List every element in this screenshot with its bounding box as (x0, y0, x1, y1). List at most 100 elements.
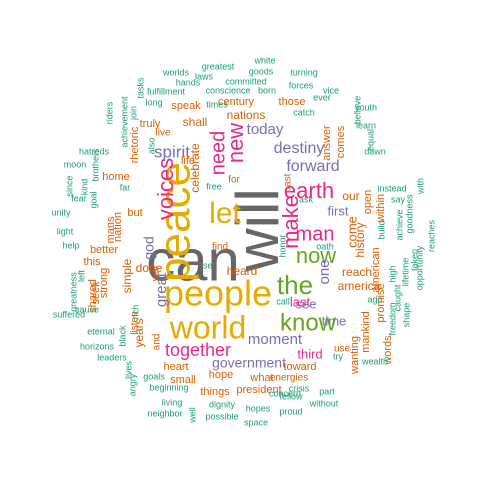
word-voices: voices (153, 158, 178, 220)
word-words: words (382, 335, 394, 366)
word-live: live (155, 128, 170, 139)
word-white: white (253, 55, 275, 65)
word-light: light (57, 226, 74, 236)
word-rhetoric: rhetoric (129, 126, 141, 163)
word-years: years (132, 318, 146, 347)
word-cause: cause (75, 304, 99, 314)
word-man: man (296, 223, 335, 245)
word-angry: angry (127, 373, 137, 396)
word-moment: moment (248, 331, 303, 348)
word-beginning: beginning (149, 382, 188, 392)
word-goal: goal (88, 191, 98, 208)
word-opportunity: opportunity (414, 245, 424, 290)
word-unity: unity (51, 207, 71, 217)
word-crisis: crisis (289, 383, 310, 393)
word-committed: committed (225, 76, 267, 86)
word-mankind: mankind (360, 311, 372, 353)
word-can: can (146, 228, 240, 293)
word-possible: possible (205, 411, 238, 421)
word-concern: concern (269, 388, 301, 398)
word-for: for (228, 175, 240, 186)
word-spirit: spirit (154, 142, 190, 161)
word-conscience: conscience (205, 85, 250, 95)
word-youth: youth (355, 102, 377, 112)
word-one: one (316, 259, 333, 284)
word-born: born (258, 85, 276, 95)
word-catch: catch (293, 107, 315, 117)
word-our: our (342, 189, 359, 203)
word-hope: hope (209, 369, 233, 381)
word-see: see (296, 296, 317, 311)
word-tasks: tasks (135, 77, 145, 99)
word-new: new (223, 123, 248, 163)
word-people: people (164, 273, 272, 314)
word-moon: moon (64, 159, 87, 169)
word-fellow: fellow (279, 391, 303, 401)
word-also: also (146, 138, 156, 155)
word-let: let (209, 197, 241, 230)
word-times: times (206, 99, 228, 109)
word-lives: lives (123, 361, 133, 380)
word-what: what (249, 372, 273, 384)
word-wanting: wanting (349, 336, 361, 375)
word-learn: learn (356, 120, 376, 130)
word-hopes: hopes (246, 403, 271, 413)
word-achieve: achieve (394, 209, 404, 240)
word-lifetime: lifetime (400, 258, 410, 287)
word-dawn: dawn (364, 146, 386, 156)
word-need: need (207, 131, 229, 176)
word-ask: ask (299, 194, 314, 204)
word-comes: comes (335, 125, 347, 158)
word-listen: listen (130, 311, 141, 334)
word-achievement: achievement (119, 96, 129, 148)
word-use: use (334, 344, 351, 355)
word-past: past (283, 173, 294, 192)
word-long: long (145, 97, 162, 107)
word-third: third (297, 346, 322, 361)
word-turning: turning (290, 67, 318, 77)
word-mans: mans (105, 216, 117, 243)
word-strong: strong (98, 268, 110, 299)
word-better: better (90, 244, 118, 256)
word-equal: equal (365, 129, 375, 151)
word-promise: promise (375, 283, 387, 322)
word-say: say (391, 194, 406, 204)
word-know: know (280, 309, 337, 336)
word-government: government (212, 355, 286, 371)
word-oath: oath (316, 241, 334, 251)
word-president: president (236, 384, 281, 396)
word-without: without (309, 398, 339, 408)
word-greatest: greatest (202, 61, 235, 71)
word-energies: energies (270, 373, 308, 384)
word-build: build (376, 220, 386, 239)
word-god: god (141, 236, 157, 259)
word-dignity: dignity (209, 399, 236, 409)
word-fear: fear (71, 193, 87, 203)
word-reaches: reaches (426, 219, 436, 252)
word-history: history (353, 222, 367, 257)
word-truly: truly (140, 118, 161, 130)
word-great: great (153, 272, 170, 307)
word-join: join (128, 106, 138, 121)
word-home: home (102, 171, 130, 183)
word-heard: heard (227, 264, 258, 278)
word-things: things (200, 386, 230, 398)
word-goods: goods (249, 66, 274, 76)
word-neighbor: neighbor (147, 408, 182, 418)
word-greatness: greatness (68, 272, 78, 312)
word-speak: speak (171, 100, 201, 112)
word-worlds: worlds (162, 67, 190, 77)
word-space: space (244, 417, 268, 427)
word-goals: goals (143, 371, 165, 381)
word-life: life (181, 155, 195, 167)
word-celebrate: celebrate (188, 143, 202, 193)
word-proud: proud (279, 406, 302, 416)
word-free: free (206, 181, 222, 191)
word-nations: nations (227, 108, 266, 122)
word-goodness: goodness (404, 194, 414, 234)
word-will: will (224, 188, 291, 272)
word-help: help (62, 240, 79, 250)
word-nation: nation (112, 212, 124, 242)
